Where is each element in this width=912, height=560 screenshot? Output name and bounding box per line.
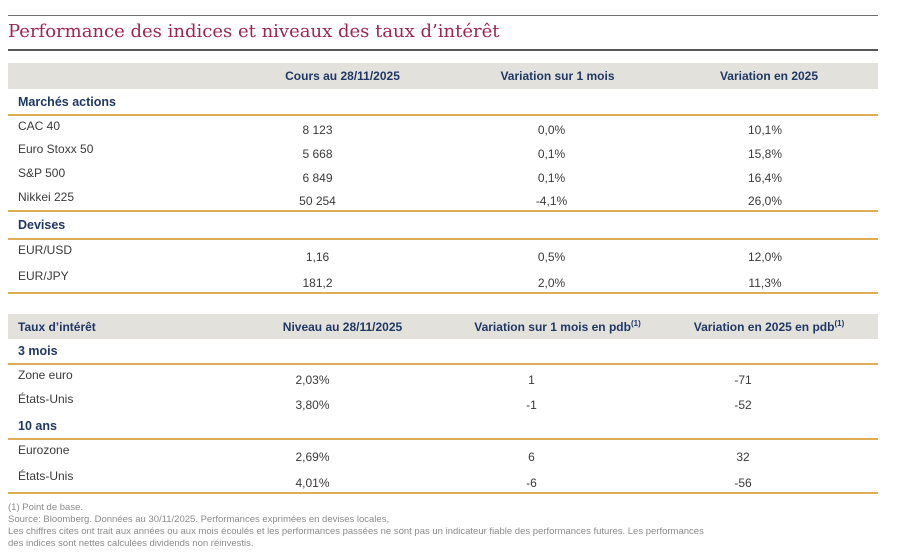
section-3-mois: 3 mois (8, 339, 878, 364)
cell-cours: 6 849 (230, 163, 455, 187)
column-header-taux: Taux d’intérêt (8, 314, 230, 339)
row-label: États-Unis (8, 466, 230, 493)
table-row: CAC 40 8 123 0,0% 10,1% (8, 115, 878, 139)
cell-var-1mois: 2,0% (455, 266, 660, 293)
footnote-line: des indices sont nettes calculées divide… (8, 538, 880, 550)
cell-niveau: 3,80% (230, 389, 455, 414)
table-row: Euro Stoxx 50 5 668 0,1% 15,8% (8, 139, 878, 163)
cell-var-2025-pdb: -52 (660, 389, 878, 414)
cell-var-1mois: -4,1% (455, 187, 660, 211)
cell-niveau: 2,69% (230, 439, 455, 466)
cell-var-2025-pdb: -56 (660, 466, 878, 493)
column-header-cours: Cours au 28/11/2025 (230, 63, 455, 89)
cell-var-1mois-pdb: 1 (455, 364, 660, 389)
cell-cours: 50 254 (230, 187, 455, 211)
cell-var-2025: 16,4% (660, 163, 878, 187)
section-label: 10 ans (8, 414, 878, 439)
rates-table: Taux d’intérêt Niveau au 28/11/2025 Vari… (8, 314, 878, 494)
cell-var-2025: 11,3% (660, 266, 878, 293)
cell-var-1mois-pdb: 6 (455, 439, 660, 466)
cell-cours: 8 123 (230, 115, 455, 139)
row-label: Euro Stoxx 50 (8, 139, 230, 163)
indices-header-row: Cours au 28/11/2025 Variation sur 1 mois… (8, 63, 878, 89)
page-title: Performance des indices et niveaux des t… (8, 20, 878, 44)
row-label: Zone euro (8, 364, 230, 389)
section-label: Devises (8, 211, 878, 239)
row-label: États-Unis (8, 389, 230, 414)
column-header-empty (8, 63, 230, 89)
column-header-var-1mois: Variation sur 1 mois (455, 63, 660, 89)
column-header-var-1mois-pdb: Variation sur 1 mois en pdb(1) (455, 314, 660, 339)
row-label: Nikkei 225 (8, 187, 230, 211)
indices-table: Cours au 28/11/2025 Variation sur 1 mois… (8, 63, 878, 294)
cell-var-1mois: 0,0% (455, 115, 660, 139)
footnote-marker: (1) (631, 319, 641, 328)
column-header-var-2025-pdb: Variation en 2025 en pdb(1) (660, 314, 878, 339)
table-row: États-Unis 3,80% -1 -52 (8, 389, 878, 414)
cell-var-1mois: 0,5% (455, 239, 660, 266)
cell-var-1mois-pdb: -1 (455, 389, 660, 414)
footnote-marker: (1) (834, 319, 844, 328)
row-label: CAC 40 (8, 115, 230, 139)
cell-var-2025-pdb: 32 (660, 439, 878, 466)
table-row: EUR/USD 1,16 0,5% 12,0% (8, 239, 878, 266)
cell-cours: 5 668 (230, 139, 455, 163)
cell-var-1mois-pdb: -6 (455, 466, 660, 493)
cell-var-2025: 10,1% (660, 115, 878, 139)
cell-niveau: 4,01% (230, 466, 455, 493)
footnotes: (1) Point de base. Source: Bloomberg. Do… (8, 502, 880, 550)
section-devises: Devises (8, 211, 878, 239)
title-rule (8, 49, 878, 51)
cell-cours: 181,2 (230, 266, 455, 293)
table-row: États-Unis 4,01% -6 -56 (8, 466, 878, 493)
section-label: Marchés actions (8, 89, 878, 115)
cell-cours: 1,16 (230, 239, 455, 266)
cell-var-2025: 15,8% (660, 139, 878, 163)
cell-niveau: 2,03% (230, 364, 455, 389)
column-header-var-2025: Variation en 2025 (660, 63, 878, 89)
row-label: EUR/USD (8, 239, 230, 266)
top-rule (8, 15, 878, 16)
cell-var-2025-pdb: -71 (660, 364, 878, 389)
section-label: 3 mois (8, 339, 878, 364)
cell-var-2025: 26,0% (660, 187, 878, 211)
section-marches-actions: Marchés actions (8, 89, 878, 115)
section-10-ans: 10 ans (8, 414, 878, 439)
row-label: Eurozone (8, 439, 230, 466)
footnote-line: (1) Point de base. (8, 502, 880, 514)
column-header-niveau: Niveau au 28/11/2025 (230, 314, 455, 339)
footnote-line: Les chiffres cites ont trait aux années … (8, 526, 880, 538)
row-label: S&P 500 (8, 163, 230, 187)
cell-var-2025: 12,0% (660, 239, 878, 266)
cell-var-1mois: 0,1% (455, 139, 660, 163)
table-row: EUR/JPY 181,2 2,0% 11,3% (8, 266, 878, 293)
table-row: Zone euro 2,03% 1 -71 (8, 364, 878, 389)
table-row: Nikkei 225 50 254 -4,1% 26,0% (8, 187, 878, 211)
report-page: Performance des indices et niveaux des t… (0, 0, 912, 550)
rates-header-row: Taux d’intérêt Niveau au 28/11/2025 Vari… (8, 314, 878, 339)
table-row: S&P 500 6 849 0,1% 16,4% (8, 163, 878, 187)
row-label: EUR/JPY (8, 266, 230, 293)
footnote-line: Source: Bloomberg. Données au 30/11/2025… (8, 514, 880, 526)
cell-var-1mois: 0,1% (455, 163, 660, 187)
table-row: Eurozone 2,69% 6 32 (8, 439, 878, 466)
